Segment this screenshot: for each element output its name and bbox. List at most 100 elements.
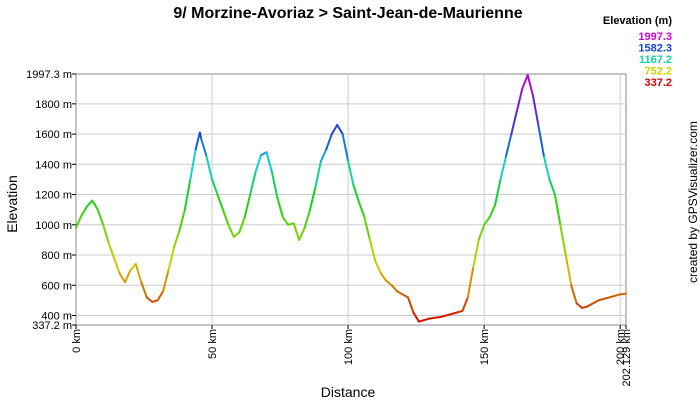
elevation-segment (162, 269, 170, 293)
elevation-segment (592, 299, 600, 305)
elevation-segment (401, 293, 409, 299)
elevation-segment (374, 260, 382, 275)
y-tick-label: 1600 m (35, 129, 72, 141)
plot-area (75, 73, 627, 326)
elevation-segment (221, 208, 230, 226)
elevation-segment (265, 151, 273, 173)
elevation-segment (238, 216, 246, 234)
legend-title: Elevation (m) (603, 15, 672, 27)
elevation-segment (390, 284, 399, 293)
elevation-segment (96, 208, 105, 226)
elevation-segment (352, 184, 360, 204)
elevation-segment (406, 296, 415, 314)
x-tick-label: 202.129 km (621, 329, 633, 386)
elevation-segment (85, 199, 94, 208)
elevation-segment (118, 272, 126, 284)
elevation-segment (189, 148, 197, 181)
elevation-segment (227, 223, 235, 238)
elevation-segment (385, 279, 393, 287)
elevation-segment (553, 193, 562, 226)
elevation-segment (167, 246, 175, 272)
elevation-segment (504, 133, 513, 158)
y-tick-label: 1200 m (35, 190, 72, 202)
elevation-segment (145, 296, 154, 303)
elevation-segment (521, 74, 529, 90)
elevation-segment (303, 208, 312, 229)
elevation-segment (488, 204, 497, 219)
elevation-segment (466, 266, 475, 299)
elevation-line (75, 74, 627, 323)
y-tick-label: 600 m (41, 280, 72, 292)
elevation-segment (559, 223, 567, 257)
y-tick-label: 1000 m (35, 220, 72, 232)
elevation-segment (336, 124, 344, 136)
y-tick-label: 1400 m (35, 159, 72, 171)
elevation-segment (172, 229, 181, 249)
elevation-segment (347, 160, 355, 187)
elevation-segment (102, 223, 110, 244)
elevation-segment (515, 87, 524, 113)
elevation-segment (586, 302, 594, 308)
grid-layer (76, 74, 626, 325)
elevation-segment (211, 178, 219, 196)
credit-text: created by GPSVisualizer.com (686, 121, 700, 283)
elevation-segment (575, 302, 584, 309)
elevation-segment (205, 155, 214, 181)
elevation-segment (363, 216, 371, 241)
elevation-segment (178, 208, 186, 232)
elevation-segment (107, 241, 116, 260)
elevation-segment (292, 222, 301, 241)
elevation-segment (254, 154, 263, 173)
elevation-segment (532, 95, 540, 128)
elevation-segment (232, 231, 241, 238)
elevation-segment (461, 296, 469, 312)
elevation-segment (80, 205, 88, 217)
legend-entry: 1997.3 (638, 31, 672, 43)
legend-entry: 1167.2 (639, 54, 672, 66)
elevation-segment (75, 214, 83, 229)
elevation-segment (499, 155, 507, 181)
elevation-segment (396, 290, 404, 296)
elevation-segment (494, 178, 502, 207)
elevation-segment (216, 193, 224, 211)
elevation-segment (330, 124, 339, 136)
elevation-segment (526, 74, 535, 98)
elevation-segment (357, 201, 366, 219)
elevation-segment (249, 170, 257, 196)
legend: Elevation (m) 1997.31582.31167.2752.2337… (603, 15, 672, 89)
x-tick-label: 50 km (207, 329, 219, 359)
elevation-segment (510, 110, 518, 136)
elevation-segment (412, 311, 420, 323)
elevation-segment (368, 238, 377, 263)
elevation-segment (483, 216, 491, 226)
elevation-segment (260, 151, 268, 157)
elevation-segment (309, 185, 317, 211)
y-tick-label: 1997.3 m (26, 69, 72, 81)
elevation-segment (548, 178, 556, 196)
elevation-segment (564, 254, 573, 287)
elevation-segment (91, 199, 99, 211)
elevation-segment (472, 238, 480, 269)
elevation-segment (243, 193, 252, 219)
x-tick-label: 150 km (479, 329, 491, 365)
legend-entry: 1582.3 (638, 43, 672, 55)
y-tick-label: 400 m (41, 311, 72, 323)
elevation-segment (123, 269, 132, 284)
elevation-segment (537, 125, 546, 158)
x-tick-label: 200 km (615, 329, 627, 365)
chart-title: 9/ Morzine-Avoriaz > Saint-Jean-de-Mauri… (173, 5, 522, 22)
y-axis-label: Elevation (4, 175, 20, 233)
elevation-segment (113, 257, 121, 275)
elevation-segment (341, 133, 350, 163)
elevation-segment (379, 272, 388, 282)
y-tick-label: 1800 m (35, 99, 72, 111)
legend-entry: 337.2 (644, 77, 672, 89)
x-axis-label: Distance (321, 384, 376, 400)
elevation-segment (200, 137, 208, 158)
elevation-segment (570, 284, 578, 305)
elevation-segment (543, 155, 551, 181)
elevation-segment (183, 178, 192, 211)
elevation-segment (156, 290, 165, 302)
